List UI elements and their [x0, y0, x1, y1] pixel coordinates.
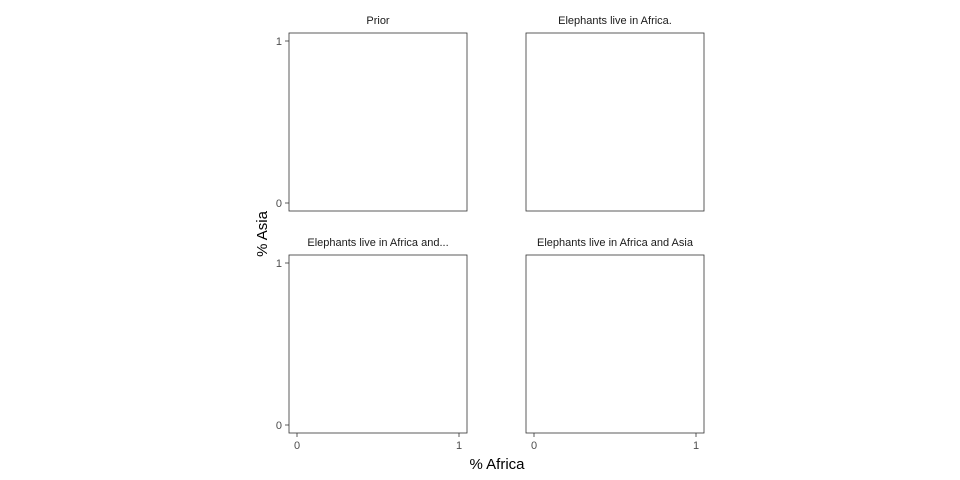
facet-panel-3: Elephants live in Africa and... 0 1 0 1 [276, 237, 468, 452]
facet-panel-2: Elephants live in Africa. [525, 15, 705, 212]
panel-border [525, 32, 705, 212]
facet-panel-1: Prior 0 1 [276, 15, 468, 212]
x-tick-label: 0 [531, 440, 537, 452]
x-tick-label: 1 [693, 440, 699, 452]
x-axis-label: % Africa [469, 456, 525, 473]
facet-title: Elephants live in Africa. [558, 15, 672, 27]
panel-border [288, 254, 468, 434]
panel-border [525, 254, 705, 434]
y-axis-label: % Asia [254, 210, 271, 257]
panel-border [288, 32, 468, 212]
x-tick-label: 0 [294, 440, 300, 452]
y-tick-label: 1 [276, 36, 282, 48]
facet-panel-4: Elephants live in Africa and Asia 0 1 [525, 237, 705, 452]
y-tick-label: 0 [276, 198, 282, 210]
facet-panels: Prior 0 1 Elephants live in Africa. Elephant… [276, 15, 705, 452]
facet-title: Prior [366, 15, 390, 27]
facet-title: Elephants live in Africa and... [307, 237, 448, 249]
x-tick-label: 1 [456, 440, 462, 452]
y-tick-label: 1 [276, 258, 282, 270]
y-tick-label: 0 [276, 420, 282, 432]
facet-title: Elephants live in Africa and Asia [537, 237, 694, 249]
